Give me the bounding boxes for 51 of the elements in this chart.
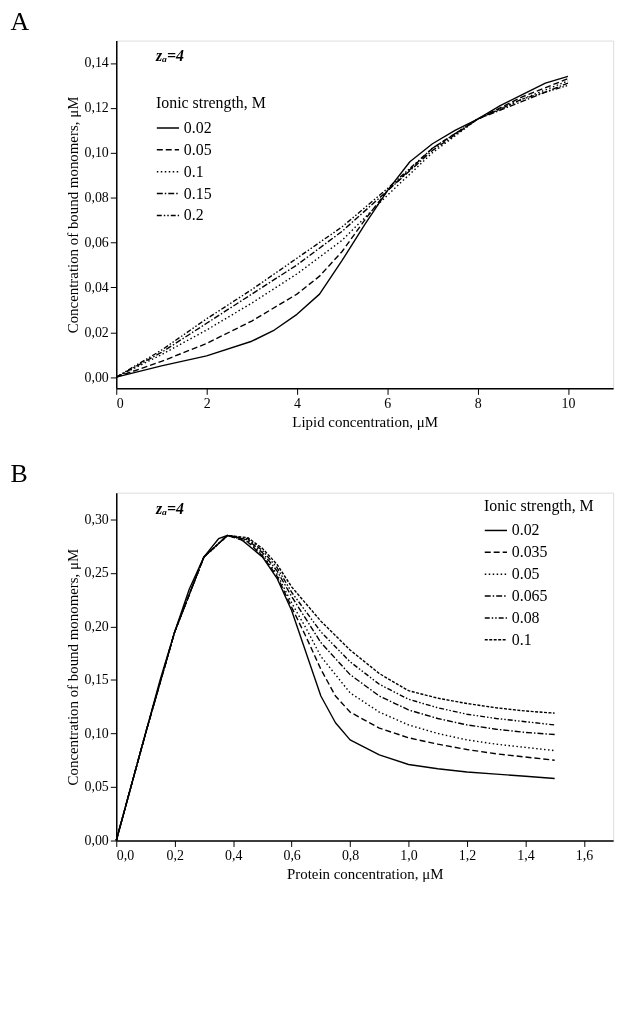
legend-label: 0.2 bbox=[183, 206, 204, 224]
x-tick-label: 0,8 bbox=[341, 847, 360, 863]
y-tick-label: 0,10 bbox=[84, 725, 109, 741]
x-tick-label: 1,0 bbox=[400, 847, 418, 863]
chart-title: B bbox=[10, 458, 28, 488]
x-tick-label: 8 bbox=[474, 395, 482, 411]
y-tick-label: 0,12 bbox=[84, 100, 109, 116]
y-tick-label: 0,02 bbox=[84, 324, 109, 340]
y-tick-label: 0,14 bbox=[84, 55, 109, 71]
x-tick-label: 0 bbox=[116, 395, 124, 411]
x-axis-title: Protein concentration, μM bbox=[286, 865, 444, 882]
x-tick-label: 4 bbox=[293, 395, 301, 411]
legend-label: 0.065 bbox=[511, 587, 548, 605]
chart-title: A bbox=[10, 6, 30, 36]
x-tick-label: 1,4 bbox=[517, 847, 535, 863]
y-tick-label: 0,15 bbox=[84, 672, 109, 688]
legend-title: Ionic strength, M bbox=[483, 496, 594, 515]
y-axis-title: Concentration of bound monomers, μM bbox=[64, 96, 81, 334]
y-tick-label: 0,04 bbox=[84, 279, 109, 295]
x-tick-label: 0,4 bbox=[224, 847, 243, 863]
y-tick-label: 0,20 bbox=[84, 618, 109, 634]
y-tick-label: 0,06 bbox=[84, 234, 109, 250]
x-tick-label: 1,6 bbox=[575, 847, 594, 863]
legend-label: 0.05 bbox=[183, 140, 212, 158]
y-tick-label: 0,00 bbox=[84, 369, 109, 385]
y-tick-label: 0,30 bbox=[84, 511, 109, 527]
x-tick-label: 0,6 bbox=[283, 847, 301, 863]
legend-label: 0.02 bbox=[183, 118, 212, 136]
annotation: zₐ=4 bbox=[155, 47, 184, 65]
y-tick-label: 0,10 bbox=[84, 145, 109, 161]
y-axis-title: Concentration of bound monomers, μM bbox=[64, 548, 81, 786]
legend-label: 0.035 bbox=[511, 543, 548, 561]
legend-label: 0.1 bbox=[511, 630, 532, 648]
y-tick-label: 0,08 bbox=[84, 190, 109, 206]
x-tick-label: 1,2 bbox=[458, 847, 477, 863]
x-tick-label: 10 bbox=[561, 395, 576, 411]
x-tick-label: 0,2 bbox=[166, 847, 184, 863]
annotation: zₐ=4 bbox=[155, 499, 184, 517]
legend-label: 0.08 bbox=[511, 608, 540, 626]
x-axis-title: Lipid concentration, μM bbox=[292, 413, 439, 430]
x-tick-label: 6 bbox=[384, 395, 392, 411]
y-tick-label: 0,05 bbox=[84, 779, 109, 795]
x-tick-label: 0,0 bbox=[116, 847, 135, 863]
legend-label: 0.05 bbox=[511, 565, 540, 583]
legend-label: 0.02 bbox=[511, 521, 540, 539]
legend-label: 0.1 bbox=[183, 162, 204, 180]
y-tick-label: 0,00 bbox=[84, 832, 109, 848]
x-tick-label: 2 bbox=[203, 395, 211, 411]
legend-title: Ionic strength, M bbox=[156, 94, 266, 113]
legend-label: 0.15 bbox=[183, 184, 212, 202]
y-tick-label: 0,25 bbox=[84, 565, 109, 581]
